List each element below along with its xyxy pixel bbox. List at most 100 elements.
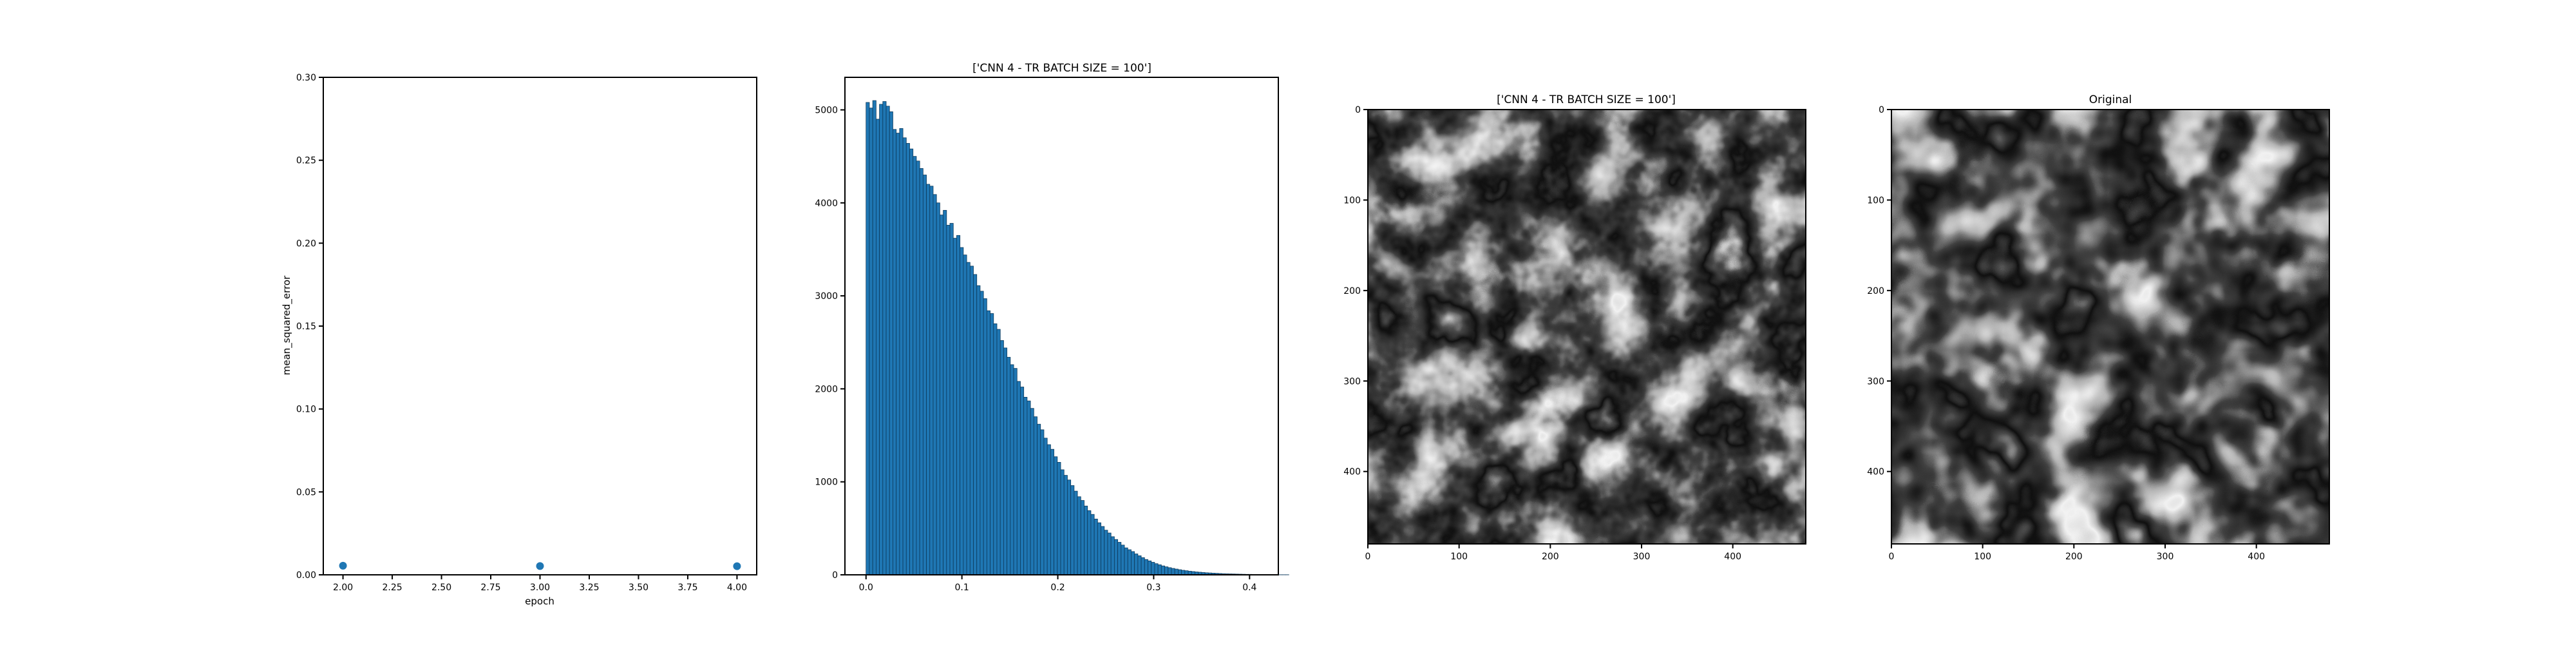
x-tick-label: 0.3 (1146, 583, 1160, 593)
plot-frame (323, 77, 757, 575)
histogram-bar (953, 238, 956, 575)
histogram-bar (906, 143, 909, 575)
histogram-bar (1027, 401, 1030, 575)
histogram-bar (1077, 497, 1081, 575)
histogram-bar (1118, 542, 1121, 575)
y-tick-label: 400 (1343, 467, 1361, 478)
histogram-bar (1074, 491, 1077, 575)
x-tick-label: 2.75 (480, 583, 500, 593)
histogram-bar (903, 138, 906, 575)
x-tick-label: 2.00 (333, 583, 353, 593)
x-tick-label: 0.4 (1242, 583, 1256, 593)
histogram-bar (1135, 554, 1138, 575)
histogram-bar (893, 130, 896, 575)
histogram-bar (990, 314, 994, 575)
x-tick-label: 0 (1365, 552, 1371, 562)
histogram-bar (1071, 485, 1074, 575)
x-tick-label: 0.0 (859, 583, 873, 593)
x-tick-label: 0.1 (955, 583, 969, 593)
histogram-bar (1030, 409, 1034, 575)
histogram-bar (1168, 568, 1171, 575)
original-image (1891, 110, 2329, 544)
y-tick-label: 5000 (815, 106, 838, 116)
y-tick-label: 0.25 (296, 156, 316, 166)
histogram-bar (886, 106, 889, 575)
histogram-bar (1161, 566, 1164, 575)
histogram-bar (967, 262, 970, 575)
histogram-bar (1178, 570, 1181, 575)
histogram-bar (1091, 514, 1094, 575)
histogram-bar (930, 186, 933, 575)
histogram-bar (1114, 539, 1117, 575)
data-point (339, 562, 347, 570)
chart-title: ['CNN 4 - TR BATCH SIZE = 100'] (972, 62, 1151, 75)
histogram-bar (1165, 567, 1168, 575)
histogram-bar (936, 203, 940, 575)
x-axis-label: epoch (525, 595, 554, 607)
x-tick-label: 300 (2157, 552, 2174, 562)
histogram-bar (1017, 381, 1020, 575)
histogram-bar (1081, 501, 1084, 575)
histogram-bar (916, 161, 920, 575)
histogram-bar (923, 175, 926, 575)
x-tick-label: 300 (1633, 552, 1651, 562)
histogram-bar (1124, 548, 1128, 575)
y-tick-label: 3000 (815, 291, 838, 302)
y-axis-label: mean_squared_error (281, 275, 293, 375)
histogram-bar (1014, 369, 1017, 575)
histogram-bar (1108, 533, 1111, 575)
histogram-bar (997, 329, 1000, 575)
histogram-bar (1148, 561, 1151, 575)
histogram-bar (920, 168, 923, 575)
histogram-bar (1171, 568, 1175, 575)
y-tick-label: 100 (1343, 195, 1361, 206)
histogram-bar (900, 128, 903, 575)
y-tick-label: 0 (1355, 105, 1361, 115)
histogram-bar (1003, 348, 1007, 575)
histogram-bar (1131, 552, 1134, 575)
histogram-bar (977, 285, 980, 575)
histogram-bar (880, 104, 883, 575)
histogram-bar (1067, 480, 1070, 575)
y-tick-label: 0.30 (296, 73, 316, 83)
histogram-panel: ['CNN 4 - TR BATCH SIZE = 100'] 0.0 0.1 0.… (815, 62, 1289, 593)
histogram-bar (943, 210, 947, 575)
histogram-bar (1104, 530, 1108, 575)
x-tick-label: 3.25 (579, 583, 599, 593)
histogram-bar (956, 235, 960, 575)
chart-title: ['CNN 4 - TR BATCH SIZE = 100'] (1497, 93, 1676, 106)
y-tick-label: 0 (832, 570, 838, 581)
histogram-bar (913, 157, 916, 575)
x-tick-label: 400 (2248, 552, 2265, 562)
histogram-bar (873, 101, 876, 575)
histogram-bar (980, 291, 983, 575)
y-tick-label: 300 (1343, 376, 1361, 387)
histogram-bar (869, 108, 873, 575)
histogram-bar (1182, 570, 1185, 575)
histogram-bar (883, 102, 886, 575)
histogram-bar (947, 225, 950, 575)
x-tick-label: 3.50 (629, 583, 649, 593)
histogram-bar (1024, 397, 1027, 575)
histogram-bar (1010, 365, 1014, 575)
histogram-bar (1088, 510, 1091, 575)
data-point (733, 563, 741, 570)
y-tick-label: 1000 (815, 478, 838, 488)
histogram-bar (1144, 559, 1148, 575)
histogram-bar (994, 324, 997, 575)
y-tick-label: 0.10 (296, 405, 316, 415)
histogram-bar (1047, 445, 1050, 575)
y-tick-label: 2000 (815, 384, 838, 394)
histogram-bar (889, 111, 893, 575)
histogram-bar (1101, 526, 1104, 575)
histogram-bar (1050, 449, 1054, 575)
histogram-bar (876, 119, 879, 575)
data-point (536, 562, 544, 570)
histogram-bar (1138, 555, 1141, 575)
histogram-bar (1034, 417, 1037, 575)
histogram-bar (970, 266, 973, 575)
x-tick-label: 100 (1974, 552, 1991, 562)
